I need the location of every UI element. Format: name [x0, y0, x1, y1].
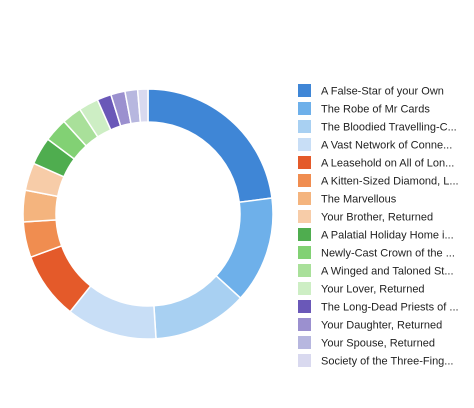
legend: A False-Star of your Own The Robe of Mr C… [298, 84, 459, 368]
legend-item[interactable]: The Robe of Mr Cards [298, 102, 430, 116]
legend-label: A Leasehold on All of Lon... [321, 158, 454, 170]
legend-swatch [298, 192, 311, 205]
legend-item[interactable]: Your Daughter, Returned [298, 318, 442, 332]
legend-swatch [298, 174, 311, 187]
legend-swatch [298, 246, 311, 259]
legend-label: A Palatial Holiday Home i... [321, 230, 454, 242]
legend-label: Your Brother, Returned [321, 212, 433, 224]
legend-swatch [298, 354, 311, 367]
legend-label: A False-Star of your Own [321, 86, 444, 98]
legend-item[interactable]: A False-Star of your Own [298, 84, 444, 98]
donut-slice[interactable] [153, 274, 242, 340]
legend-label: Your Daughter, Returned [321, 320, 442, 332]
legend-item[interactable]: The Marvellous [298, 192, 397, 206]
legend-label: A Vast Network of Conne... [321, 140, 452, 152]
legend-swatch [298, 318, 311, 331]
legend-item[interactable]: The Long-Dead Priests of ... [298, 300, 459, 314]
legend-label: The Robe of Mr Cards [321, 104, 430, 116]
legend-swatch [298, 264, 311, 277]
legend-label: The Long-Dead Priests of ... [321, 302, 459, 314]
legend-item[interactable]: A Vast Network of Conne... [298, 138, 452, 152]
legend-swatch [298, 102, 311, 115]
legend-item[interactable]: Society of the Three-Fing... [298, 354, 453, 368]
legend-label: The Marvellous [321, 194, 397, 206]
legend-item[interactable]: Newly-Cast Crown of the ... [298, 246, 455, 260]
legend-item[interactable]: Your Lover, Returned [298, 282, 425, 296]
legend-item[interactable]: The Bloodied Travelling-C... [298, 120, 457, 134]
legend-item[interactable]: A Leasehold on All of Lon... [298, 156, 454, 170]
legend-label: Newly-Cast Crown of the ... [321, 248, 455, 260]
legend-label: Society of the Three-Fing... [321, 356, 453, 368]
donut-slice[interactable] [136, 88, 149, 124]
legend-label: The Bloodied Travelling-C... [321, 122, 457, 134]
legend-item[interactable]: A Kitten-Sized Diamond, L... [298, 174, 459, 188]
legend-item[interactable]: Your Spouse, Returned [298, 336, 435, 350]
donut-slice[interactable] [147, 88, 273, 204]
donut-slices [22, 88, 274, 340]
legend-swatch [298, 120, 311, 133]
legend-swatch [298, 210, 311, 223]
legend-label: A Winged and Taloned St... [321, 266, 454, 278]
legend-label: A Kitten-Sized Diamond, L... [321, 176, 459, 188]
legend-swatch [298, 300, 311, 313]
legend-label: Your Spouse, Returned [321, 338, 435, 350]
legend-swatch [298, 228, 311, 241]
legend-swatch [298, 156, 311, 169]
legend-item[interactable]: A Palatial Holiday Home i... [298, 228, 454, 242]
legend-item[interactable]: Your Brother, Returned [298, 210, 433, 224]
legend-swatch [298, 138, 311, 151]
legend-label: Your Lover, Returned [321, 284, 425, 296]
legend-swatch [298, 84, 311, 97]
legend-swatch [298, 336, 311, 349]
legend-item[interactable]: A Winged and Taloned St... [298, 264, 454, 278]
legend-swatch [298, 282, 311, 295]
